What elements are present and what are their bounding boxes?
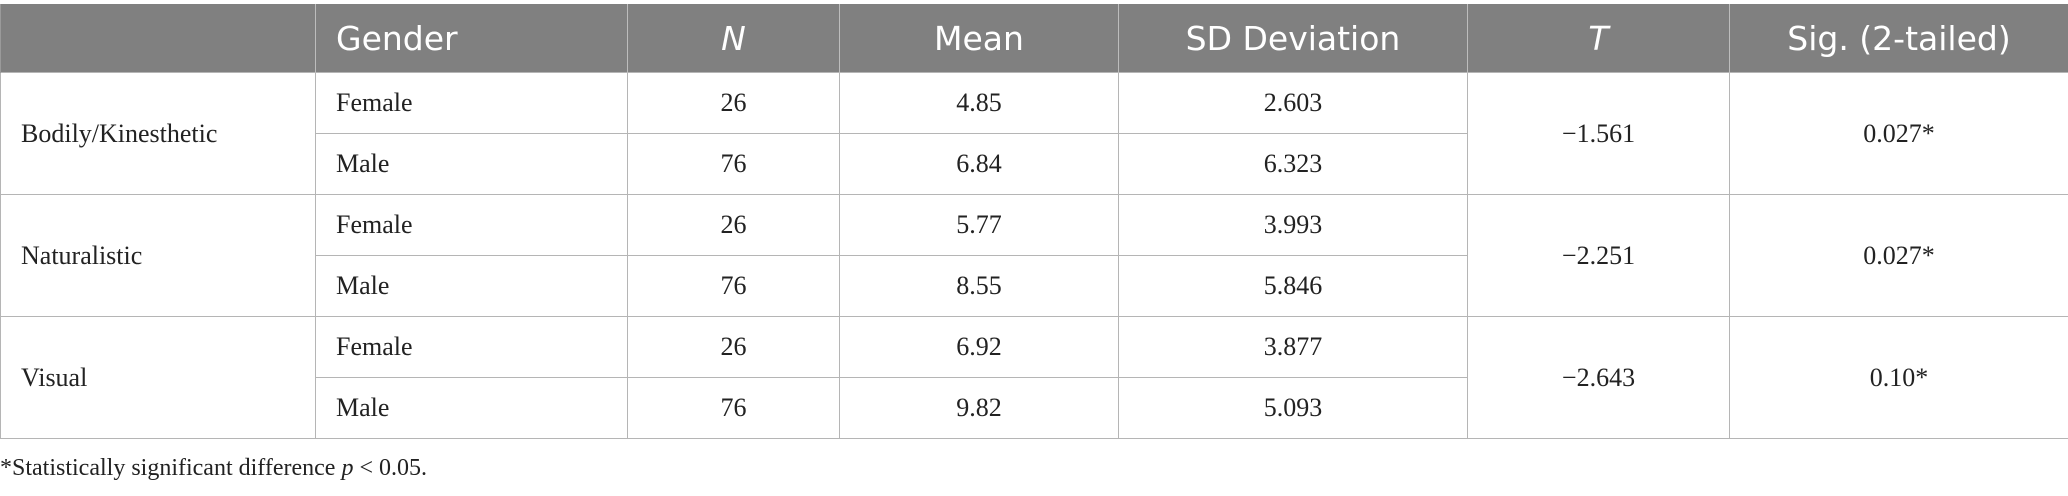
header-mean: Mean xyxy=(839,4,1119,73)
gender-cell: Female xyxy=(315,72,628,134)
header-variable xyxy=(0,4,316,73)
t-cell: −2.643 xyxy=(1467,316,1730,439)
gender-cell: Male xyxy=(315,377,628,439)
table-body: Bodily/Kinesthetic Female 26 4.85 2.603 … xyxy=(0,72,2068,439)
n-cell: 26 xyxy=(627,194,840,256)
n-cell: 26 xyxy=(627,72,840,134)
sd-cell: 3.877 xyxy=(1118,316,1468,378)
variable-cell: Bodily/Kinesthetic xyxy=(0,72,316,195)
gender-cell: Female xyxy=(315,316,628,378)
table-footnote: *Statistically significant difference p … xyxy=(0,455,427,482)
mean-cell: 5.77 xyxy=(839,194,1119,256)
sd-cell: 3.993 xyxy=(1118,194,1468,256)
n-cell: 76 xyxy=(627,255,840,317)
results-table-container: Gender N Mean SD Deviation T Sig. (2-tai… xyxy=(0,4,2068,439)
variable-cell: Naturalistic xyxy=(0,194,316,317)
sd-cell: 6.323 xyxy=(1118,133,1468,195)
header-row: Gender N Mean SD Deviation T Sig. (2-tai… xyxy=(0,4,2068,73)
sd-cell: 2.603 xyxy=(1118,72,1468,134)
mean-cell: 8.55 xyxy=(839,255,1119,317)
sig-cell: 0.027* xyxy=(1729,194,2068,317)
gender-cell: Male xyxy=(315,133,628,195)
sig-cell: 0.027* xyxy=(1729,72,2068,195)
gender-cell: Male xyxy=(315,255,628,317)
n-cell: 26 xyxy=(627,316,840,378)
mean-cell: 6.84 xyxy=(839,133,1119,195)
header-n: N xyxy=(627,4,840,73)
table-row: Visual Female 26 6.92 3.877 −2.643 0.10* xyxy=(0,316,2068,439)
n-cell: 76 xyxy=(627,133,840,195)
sig-cell: 0.10* xyxy=(1729,316,2068,439)
header-gender: Gender xyxy=(315,4,628,73)
footnote-suffix: < 0.05. xyxy=(353,455,427,481)
table-row: Bodily/Kinesthetic Female 26 4.85 2.603 … xyxy=(0,72,2068,195)
mean-cell: 4.85 xyxy=(839,72,1119,134)
sd-cell: 5.093 xyxy=(1118,377,1468,439)
header-t: T xyxy=(1467,4,1730,73)
footnote-prefix: *Statistically significant difference xyxy=(0,455,342,481)
variable-cell: Visual xyxy=(0,316,316,439)
results-table: Gender N Mean SD Deviation T Sig. (2-tai… xyxy=(0,4,2068,439)
mean-cell: 6.92 xyxy=(839,316,1119,378)
table-row: Male 76 9.82 5.093 xyxy=(1,377,2068,439)
table-row: Male 76 8.55 5.846 xyxy=(1,255,2068,317)
table-row: Naturalistic Female 26 5.77 3.993 −2.251… xyxy=(0,194,2068,317)
header-sig: Sig. (2-tailed) xyxy=(1729,4,2068,73)
t-cell: −1.561 xyxy=(1467,72,1730,195)
t-cell: −2.251 xyxy=(1467,194,1730,317)
table-header: Gender N Mean SD Deviation T Sig. (2-tai… xyxy=(0,4,2068,73)
n-cell: 76 xyxy=(627,377,840,439)
header-sd: SD Deviation xyxy=(1118,4,1468,73)
sd-cell: 5.846 xyxy=(1118,255,1468,317)
gender-cell: Female xyxy=(315,194,628,256)
mean-cell: 9.82 xyxy=(839,377,1119,439)
footnote-p-symbol: p xyxy=(341,455,354,481)
